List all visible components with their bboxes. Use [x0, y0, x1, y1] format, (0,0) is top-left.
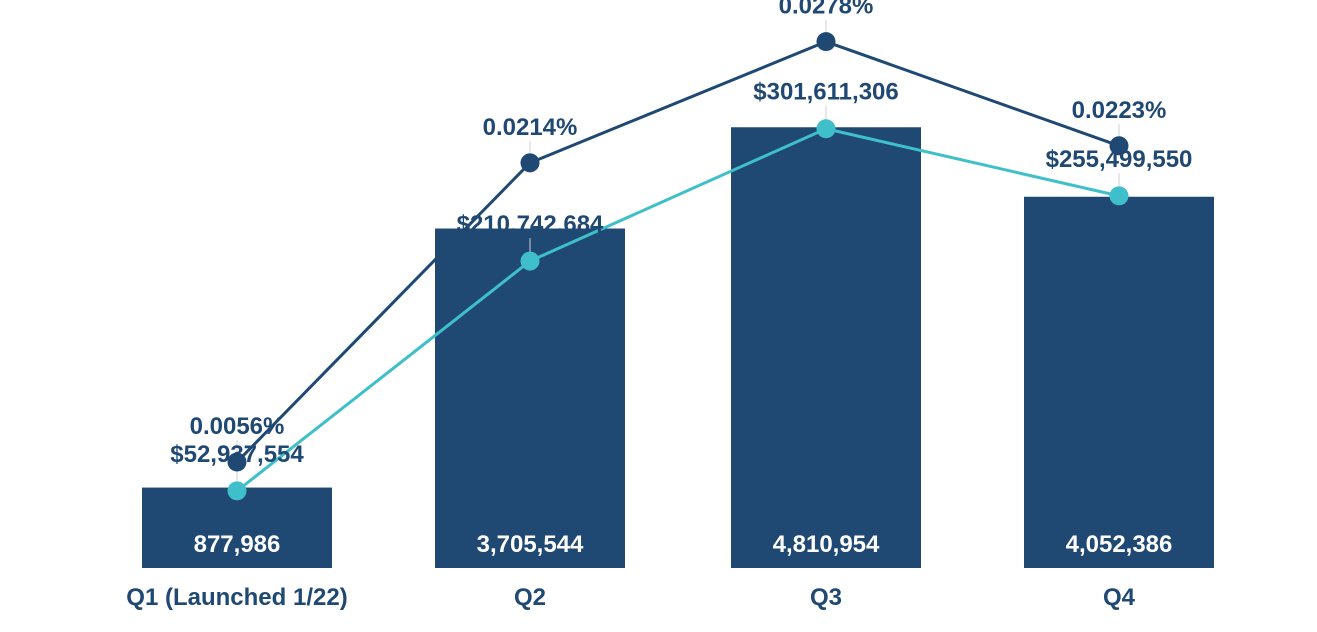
pct-point-1	[227, 452, 247, 472]
pct-point-2	[520, 153, 540, 173]
amount-line-layer	[227, 105, 1129, 501]
x-tick-label-3: Q3	[810, 584, 842, 611]
bar-1	[142, 487, 332, 568]
amount-point-4	[1109, 186, 1129, 206]
bar-3	[731, 127, 921, 568]
x-tick-label-4: Q4	[1103, 584, 1136, 611]
bar-value-label-2: 3,705,544	[477, 531, 584, 558]
bar-value-label-4: 4,052,386	[1066, 531, 1173, 558]
x-tick-label-1: Q1 (Launched 1/22)	[126, 584, 347, 611]
bar-value-label-1: 877,986	[194, 531, 281, 558]
pct-value-label-3: 0.0278%	[779, 0, 874, 20]
x-axis: Q1 (Launched 1/22) Q2 Q3 Q4	[126, 584, 1135, 611]
amount-value-label-3: $301,611,306	[753, 79, 899, 106]
amount-line	[236, 127, 1120, 493]
bar-2	[435, 228, 625, 568]
pct-value-label-4: 0.0223%	[1072, 97, 1167, 124]
x-tick-label-2: Q2	[514, 584, 546, 611]
amount-point-1	[227, 481, 247, 501]
pct-line	[235, 40, 1120, 464]
amount-point-2	[520, 251, 540, 271]
pct-line-layer	[227, 19, 1129, 472]
pct-point-4	[1109, 136, 1129, 156]
amount-value-label-4: $255,499,550	[1046, 146, 1193, 173]
pct-point-3	[816, 32, 836, 52]
amount-value-label-2: $210,742,684	[457, 211, 604, 238]
amount-point-3	[816, 119, 836, 139]
bars-layer	[142, 127, 1214, 569]
bar-value-label-3: 4,810,954	[773, 531, 880, 558]
pct-value-label-2: 0.0214%	[483, 114, 578, 141]
amount-value-label-1: $52,937,554	[170, 441, 304, 468]
labels-layer: 877,986 3,705,544 4,810,954 4,052,386 $52,93…	[170, 0, 1192, 558]
pct-value-label-1: 0.0056%	[190, 413, 285, 440]
bar-4	[1024, 196, 1214, 569]
